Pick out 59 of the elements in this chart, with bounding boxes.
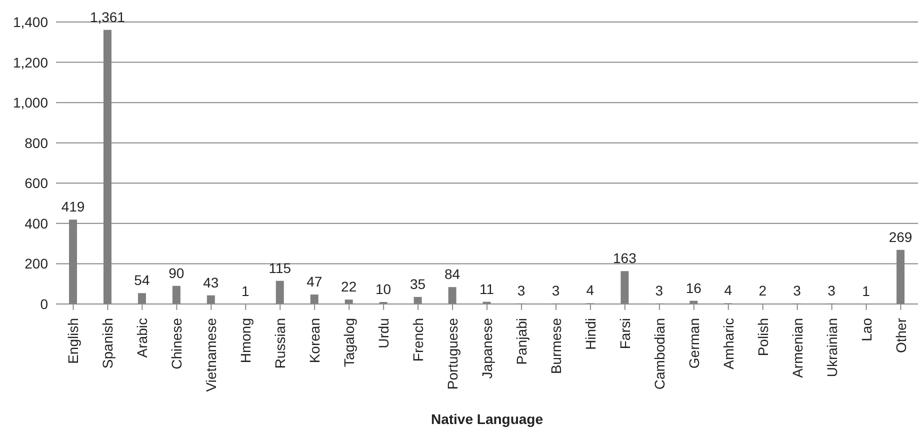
x-tick-label: Lao <box>858 318 874 342</box>
data-label: 10 <box>376 280 392 297</box>
data-label: 2 <box>758 282 767 299</box>
data-label: 1,361 <box>90 8 126 25</box>
x-tick-label: Armenian <box>789 318 806 378</box>
data-label: 43 <box>203 274 219 290</box>
data-label: 3 <box>655 282 664 298</box>
data-label: 4 <box>586 282 594 298</box>
data-label: 1 <box>242 282 250 299</box>
x-tick-label: Hindi <box>582 318 598 350</box>
y-tick-label: 600 <box>24 175 48 192</box>
data-label: 3 <box>793 282 802 298</box>
data-label: 90 <box>168 264 184 281</box>
x-tick-label: Urdu <box>376 318 392 348</box>
x-tick-label: Burmese <box>548 318 564 374</box>
data-label: 16 <box>686 280 702 296</box>
data-label: 54 <box>134 272 150 288</box>
x-tick-label: Spanish <box>100 318 116 369</box>
x-tick-label: Amharic <box>720 318 736 370</box>
x-tick-label: Japanese <box>479 318 495 379</box>
x-tick-label: Vietnamese <box>203 318 220 392</box>
y-tick-label: 800 <box>24 134 48 151</box>
x-tick-label: German <box>686 318 702 369</box>
data-label: 35 <box>410 276 426 292</box>
y-tick-label: 1,200 <box>12 54 48 70</box>
x-tick-label: Tagalog <box>341 318 358 368</box>
y-tick-label: 200 <box>24 256 48 272</box>
x-tick-label: Panjabi <box>513 318 530 365</box>
x-tick-label: Polish <box>754 318 771 356</box>
x-tick-label: French <box>410 318 426 362</box>
x-tick-label: Ukrainian <box>824 318 840 378</box>
data-label: 47 <box>306 274 322 290</box>
x-tick-label: Korean <box>306 318 323 364</box>
x-tick-label: Farsi <box>616 318 633 350</box>
data-label: 115 <box>268 260 292 276</box>
x-tick-label: Other <box>892 318 909 354</box>
data-label: 11 <box>479 280 494 297</box>
data-label: 1 <box>862 282 870 299</box>
x-tick-label: Portuguese <box>444 318 461 390</box>
y-tick-label: 400 <box>24 215 48 232</box>
y-tick-label: 1,400 <box>12 14 48 30</box>
data-label: 3 <box>828 282 836 298</box>
x-tick-label: Hmong <box>238 318 254 364</box>
data-label: 22 <box>341 278 357 295</box>
x-tick-label: Russian <box>272 318 288 369</box>
data-label: 419 <box>61 198 85 215</box>
x-tick-label: Chinese <box>168 318 185 370</box>
data-label: 163 <box>613 250 637 266</box>
x-tick-label: Arabic <box>134 318 150 358</box>
x-tick-label: Cambodian <box>651 318 668 390</box>
data-label: 269 <box>888 228 912 245</box>
data-label: 84 <box>444 266 460 282</box>
x-axis-title: Native Language <box>430 411 544 427</box>
data-label: 4 <box>724 282 732 298</box>
data-label: 3 <box>552 282 560 298</box>
y-tick-label: 0 <box>40 296 48 312</box>
x-tick-label: English <box>65 318 82 364</box>
y-tick-label: 1,000 <box>12 94 48 111</box>
data-label: 3 <box>517 282 526 298</box>
